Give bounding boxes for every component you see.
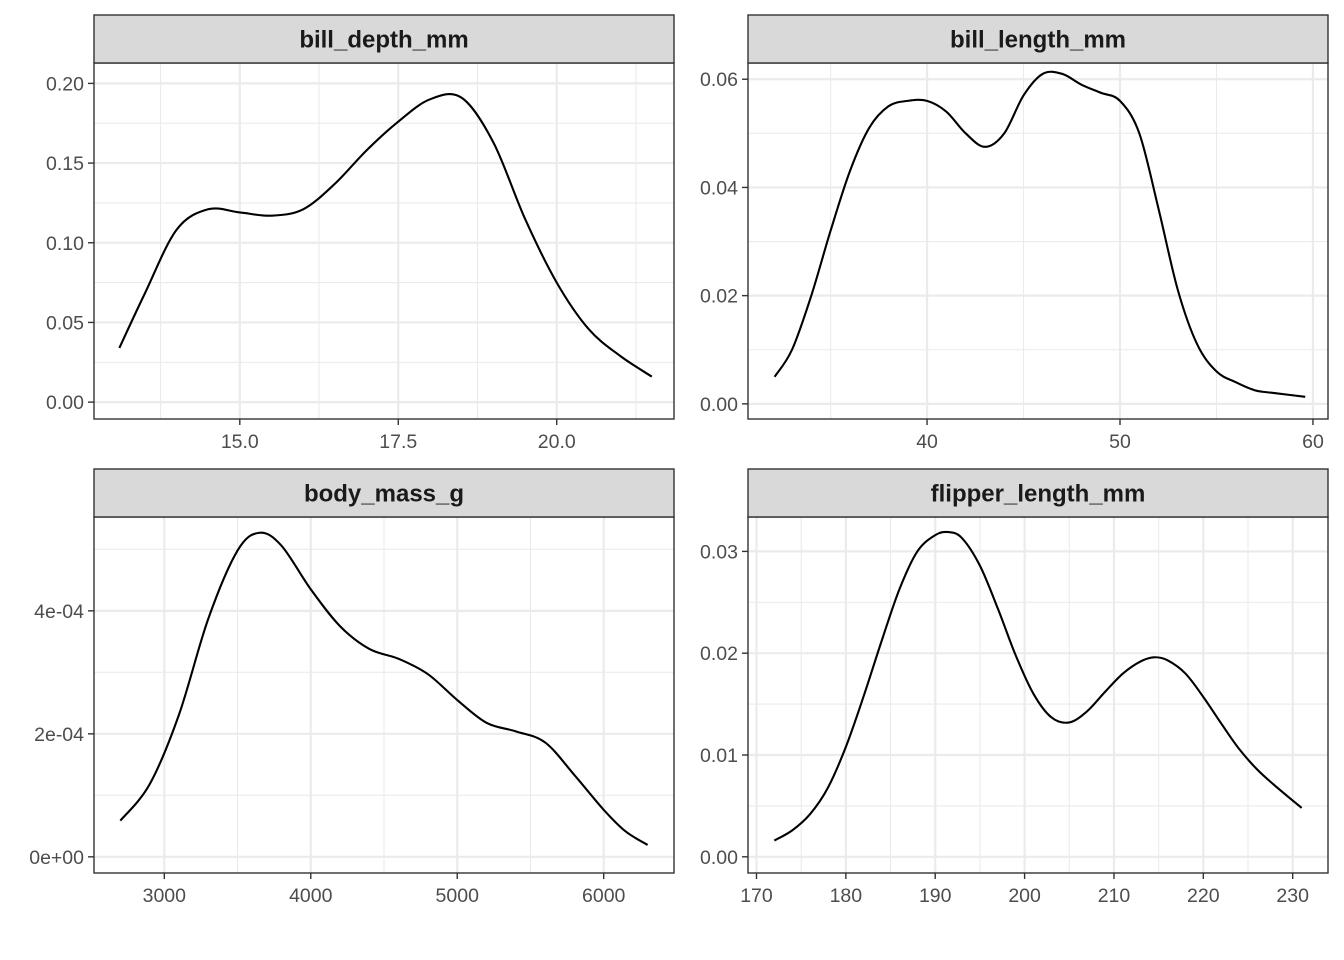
panel-body-mass-g: body_mass_g 3000 4000 5000 6000 0e+00 2e-04 4e-…: [29, 468, 675, 907]
density-curve-body-mass-g: [119, 531, 649, 846]
y-tick-label: 4e-04: [34, 601, 84, 623]
facet-strip-label: bill_depth_mm: [299, 27, 468, 54]
x-tick-label: 50: [1109, 431, 1131, 453]
y-tick-label: 0.00: [46, 392, 84, 414]
y-tick-label: 0.00: [700, 394, 738, 416]
panel-bill-length-mm: bill_length_mm 40 50 60 0.00 0.02 0.04 0.06: [700, 14, 1329, 453]
y-tick-label: 2e-04: [34, 724, 84, 746]
y-tick-label: 0.02: [700, 286, 738, 308]
y-tick-label: 0.15: [46, 153, 84, 175]
facet-strip: [93, 468, 675, 518]
y-tick-label: 0.20: [46, 73, 84, 95]
y-tick-label: 0.06: [700, 69, 738, 91]
x-tick-label: 6000: [582, 885, 626, 907]
y-tick-label: 0.10: [46, 233, 84, 255]
facet-strip: [93, 14, 675, 64]
panel-flipper-length-mm: flipper_length_mm 170 180 190 200 210 220 230 0.…: [700, 468, 1329, 907]
panel-bill-depth-mm: bill_depth_mm 15.0 17.5 20.0 0.00 0.05 0.10 0.1…: [46, 14, 675, 453]
x-tick-label: 170: [740, 885, 773, 907]
x-tick-label: 3000: [143, 885, 187, 907]
x-tick-label: 220: [1187, 885, 1220, 907]
x-tick-label: 40: [916, 431, 938, 453]
density-curve-bill-length-mm: [773, 70, 1306, 398]
facet-strip: [747, 468, 1329, 518]
y-tick-label: 0.02: [700, 643, 738, 665]
x-tick-label: 15.0: [221, 431, 259, 453]
facet-strip-label: body_mass_g: [304, 481, 464, 508]
y-tick-label: 0.05: [46, 312, 84, 334]
panel-background: [748, 517, 1328, 873]
x-tick-label: 190: [919, 885, 952, 907]
x-tick-label: 20.0: [538, 431, 576, 453]
density-curve-bill-depth-mm: [118, 92, 653, 378]
x-tick-label: 5000: [436, 885, 480, 907]
x-tick-label: 230: [1276, 885, 1309, 907]
y-tick-label: 0e+00: [29, 847, 84, 869]
x-tick-label: 4000: [289, 885, 333, 907]
panel-background: [94, 63, 674, 419]
facet-strip-label: bill_length_mm: [950, 27, 1126, 54]
y-tick-label: 0.00: [700, 847, 738, 869]
facet-strip-label: flipper_length_mm: [931, 481, 1146, 508]
density-curve-flipper-length-mm: [773, 530, 1303, 842]
x-tick-label: 60: [1302, 431, 1324, 453]
facet-strip: [747, 14, 1329, 64]
x-tick-label: 210: [1098, 885, 1131, 907]
x-tick-label: 180: [830, 885, 863, 907]
x-tick-label: 17.5: [379, 431, 417, 453]
x-tick-label: 200: [1008, 885, 1041, 907]
y-tick-label: 0.01: [700, 745, 738, 767]
y-tick-label: 0.04: [700, 177, 738, 199]
y-tick-label: 0.03: [700, 541, 738, 563]
